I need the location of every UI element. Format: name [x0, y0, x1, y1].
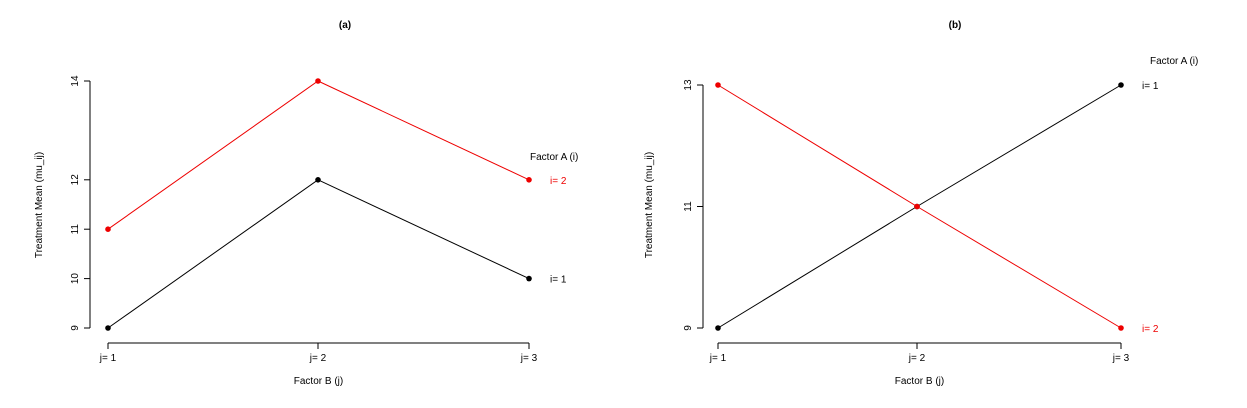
data-point: [1118, 82, 1124, 88]
x-tick-label: j= 1: [709, 353, 727, 364]
legend-title: Factor A (i): [1150, 56, 1198, 67]
y-tick-label: 9: [70, 325, 81, 331]
x-axis-label: Factor B (j): [895, 376, 944, 387]
y-tick-label: 14: [70, 75, 81, 87]
y-tick-label: 12: [70, 174, 81, 186]
y-tick-label: 9: [683, 325, 694, 331]
x-tick-label: j= 3: [1112, 353, 1130, 364]
legend-title: Factor A (i): [530, 152, 578, 163]
y-tick-label: 10: [70, 273, 81, 285]
y-tick-label: 11: [683, 201, 694, 212]
data-point: [526, 275, 532, 282]
data-point: [715, 325, 721, 331]
chart-title: (a): [339, 20, 351, 31]
x-tick-label: j= 1: [99, 353, 117, 364]
data-point: [526, 177, 532, 183]
data-point: [105, 226, 111, 232]
x-tick-label: j= 2: [908, 353, 926, 364]
y-axis-label: Treatment Mean (mu_ij): [644, 152, 655, 258]
y-axis-label: Treatment Mean (mu_ij): [34, 152, 45, 258]
x-tick-label: j= 2: [309, 353, 327, 364]
legend-label: i= 2: [1142, 324, 1159, 335]
data-point: [315, 177, 321, 183]
data-point: [914, 203, 920, 210]
legend-label: i= 1: [550, 275, 567, 286]
y-tick-label: 13: [683, 79, 694, 91]
data-point: [715, 82, 721, 88]
series-line-1: [107, 179, 530, 329]
series-line-2: [107, 80, 530, 230]
data-point: [105, 325, 111, 331]
x-tick-label: j= 3: [520, 353, 538, 364]
legend-label: i= 1: [1142, 81, 1159, 92]
data-point: [315, 78, 321, 84]
x-axis-label: Factor B (j): [294, 376, 343, 387]
data-point: [1118, 325, 1124, 331]
y-tick-label: 11: [70, 224, 81, 235]
legend-label: i= 2: [550, 176, 567, 187]
chart-title: (b): [949, 20, 962, 31]
